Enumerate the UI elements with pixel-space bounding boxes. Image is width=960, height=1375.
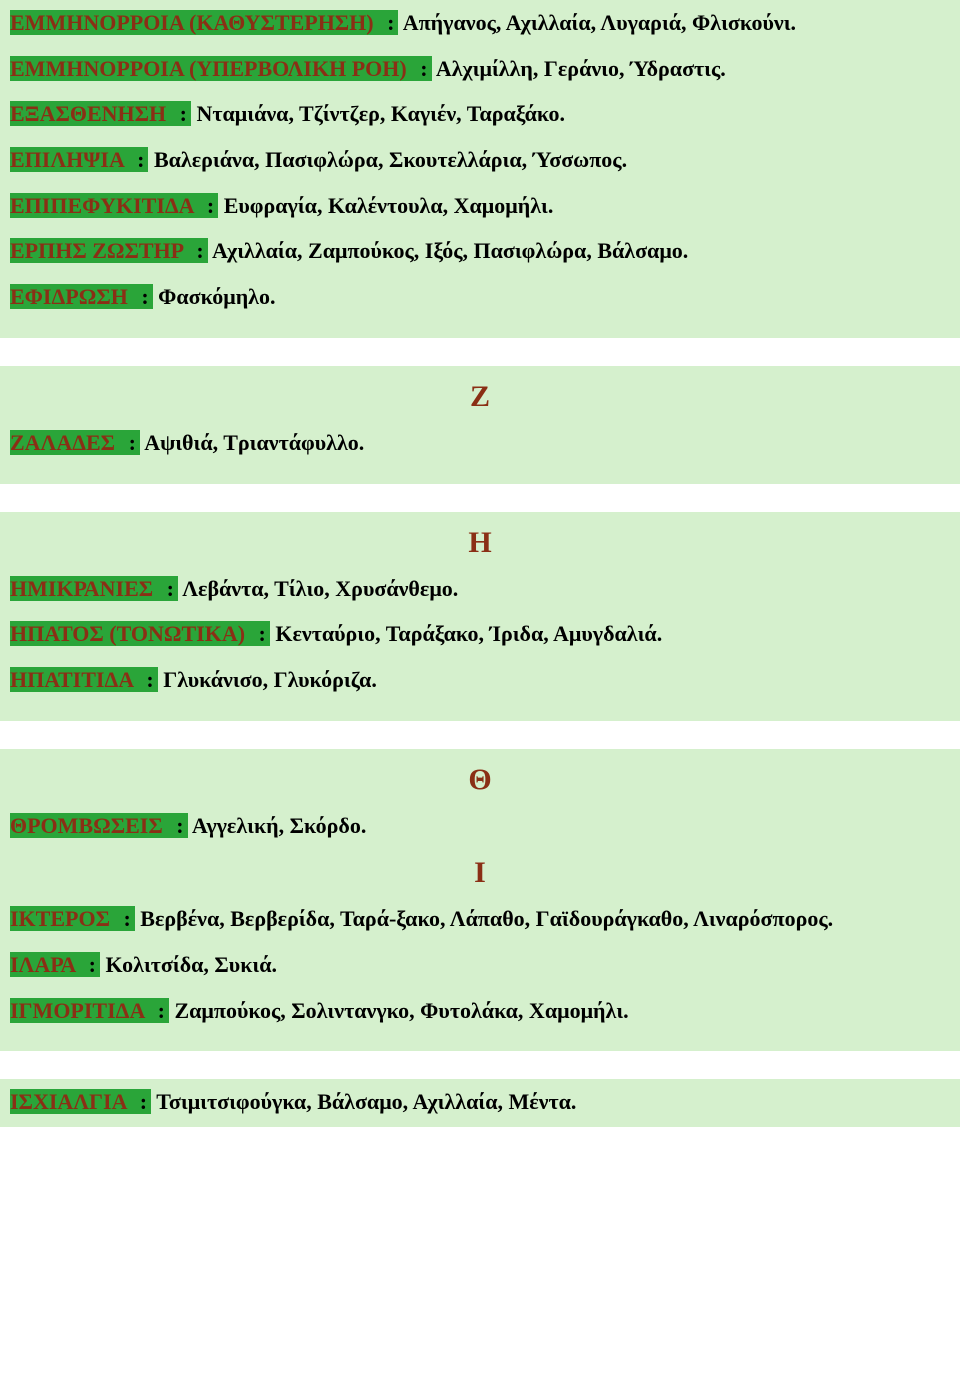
section-heading: Θ	[10, 763, 950, 797]
term-label: ΕΜΜΗΝΟΡΡΟΙΑ (ΚΑΘΥΣΤΕΡΗΣΗ)	[10, 10, 385, 35]
term-desc: Αλχιμίλλη, Γεράνιο, Ύδραστις.	[432, 56, 726, 81]
term-label: ΕΠΙΛΗΨΙΑ	[10, 147, 135, 172]
colon: :	[87, 952, 100, 977]
term-desc: Κενταύριο, Ταράξακο, Ίριδα, Αμυγδαλιά.	[270, 621, 662, 646]
term-label: ΗΠΑΤΙΤΙΔΑ	[10, 667, 144, 692]
entry: ΕΠΙΛΗΨΙΑ : Βαλεριάνα, Πασιφλώρα, Σκουτελ…	[10, 145, 950, 175]
entry: ΕΦΙΔΡΩΣΗ : Φασκόμηλο.	[10, 282, 950, 312]
term-desc: Νταμιάνα, Τζίντζερ, Καγιέν, Ταραξάκο.	[191, 101, 565, 126]
term-desc: Αχιλλαία, Ζαμπούκος, Ιξός, Πασιφλώρα, Βά…	[208, 238, 689, 263]
term-label: ΕΠΙΠΕΦΥΚΙΤΙΔΑ	[10, 193, 205, 218]
term-label: ΙΚΤΕΡΟΣ	[10, 906, 121, 931]
entry: ΗΠΑΤΟΣ (ΤΟΝΩΤΙΚΑ) : Κενταύριο, Ταράξακο,…	[10, 619, 950, 649]
entry: ΙΓΜΟΡΙΤΙΔΑ : Ζαμπούκος, Σολιντανγκο, Φυτ…	[10, 996, 950, 1026]
entry: ΘΡΟΜΒΩΣΕΙΣ : Αγγελική, Σκόρδο.	[10, 811, 950, 841]
section-h: Η ΗΜΙΚΡΑΝΙΕΣ : Λεβάντα, Τίλιο, Χρυσάνθεμ…	[0, 512, 960, 721]
term-desc: Απήγανος, Αχιλλαία, Λυγαριά, Φλισκούνι.	[398, 10, 796, 35]
term-label: ΗΜΙΚΡΑΝΙΕΣ	[10, 576, 165, 601]
entry: ΕΞΑΣΘΕΝΗΣΗ : Νταμιάνα, Τζίντζερ, Καγιέν,…	[10, 99, 950, 129]
term-label: ΘΡΟΜΒΩΣΕΙΣ	[10, 813, 174, 838]
section-heading: Η	[10, 526, 950, 560]
colon: :	[418, 56, 431, 81]
section-theta-iota: Θ ΘΡΟΜΒΩΣΕΙΣ : Αγγελική, Σκόρδο. Ι ΙΚΤΕΡ…	[0, 749, 960, 1052]
entry: ΙΚΤΕΡΟΣ : Βερβένα, Βερβερίδα, Ταρά-ξακο,…	[10, 904, 950, 934]
term-label: ΙΓΜΟΡΙΤΙΔΑ	[10, 998, 156, 1023]
colon: :	[156, 998, 169, 1023]
section-iota-trailing: ΙΣΧΙΑΛΓΙΑ : Τσιμιτσιφούγκα, Βάλσαμο, Αχι…	[0, 1079, 960, 1127]
term-label: ΕΜΜΗΝΟΡΡΟΙΑ (ΥΠΕΡΒΟΛΙΚΗ ΡΟΗ)	[10, 56, 418, 81]
entry: ΖΑΛΑΔΕΣ : Αψιθιά, Τριαντάφυλλο.	[10, 428, 950, 458]
section-z: Ζ ΖΑΛΑΔΕΣ : Αψιθιά, Τριαντάφυλλο.	[0, 366, 960, 484]
term-desc: Αψιθιά, Τριαντάφυλλο.	[140, 430, 364, 455]
entry: ΕΜΜΗΝΟΡΡΟΙΑ (ΥΠΕΡΒΟΛΙΚΗ ΡΟΗ) : Αλχιμίλλη…	[10, 54, 950, 84]
colon: :	[135, 147, 148, 172]
term-desc: Τσιμιτσιφούγκα, Βάλσαμο, Αχιλλαία, Μέντα…	[151, 1089, 576, 1114]
colon: :	[144, 667, 157, 692]
term-desc: Φασκόμηλο.	[153, 284, 276, 309]
section-heading: Ζ	[10, 380, 950, 414]
term-desc: Ζαμπούκος, Σολιντανγκο, Φυτολάκα, Χαμομή…	[169, 998, 629, 1023]
entry: ΙΣΧΙΑΛΓΙΑ : Τσιμιτσιφούγκα, Βάλσαμο, Αχι…	[10, 1087, 950, 1117]
term-desc: Αγγελική, Σκόρδο.	[188, 813, 367, 838]
entry: ΙΛΑΡΑ : Κολιτσίδα, Συκιά.	[10, 950, 950, 980]
term-desc: Γλυκάνισο, Γλυκόριζα.	[158, 667, 377, 692]
entry: ΗΜΙΚΡΑΝΙΕΣ : Λεβάντα, Τίλιο, Χρυσάνθεμο.	[10, 574, 950, 604]
term-desc: Βερβένα, Βερβερίδα, Ταρά-ξακο, Λάπαθο, Γ…	[135, 906, 833, 931]
entry: ΗΠΑΤΙΤΙΔΑ : Γλυκάνισο, Γλυκόριζα.	[10, 665, 950, 695]
colon: :	[194, 238, 207, 263]
term-label: ΖΑΛΑΔΕΣ	[10, 430, 127, 455]
term-label: ΙΛΑΡΑ	[10, 952, 87, 977]
term-label: ΗΠΑΤΟΣ (ΤΟΝΩΤΙΚΑ)	[10, 621, 257, 646]
section-heading: Ι	[10, 856, 950, 890]
entry: ΕΜΜΗΝΟΡΡΟΙΑ (ΚΑΘΥΣΤΕΡΗΣΗ) : Απήγανος, Αχ…	[10, 8, 950, 38]
colon: :	[165, 576, 178, 601]
term-label: ΕΡΠΗΣ ΖΩΣΤΗΡ	[10, 238, 194, 263]
colon: :	[121, 906, 134, 931]
term-desc: Λεβάντα, Τίλιο, Χρυσάνθεμο.	[178, 576, 458, 601]
term-label: ΕΞΑΣΘΕΝΗΣΗ	[10, 101, 178, 126]
colon: :	[174, 813, 187, 838]
entry: ΕΠΙΠΕΦΥΚΙΤΙΔΑ : Ευφραγία, Καλέντουλα, Χα…	[10, 191, 950, 221]
colon: :	[178, 101, 191, 126]
term-desc: Κολιτσίδα, Συκιά.	[100, 952, 277, 977]
colon: :	[205, 193, 218, 218]
term-label: ΕΦΙΔΡΩΣΗ	[10, 284, 139, 309]
colon: :	[257, 621, 270, 646]
term-desc: Ευφραγία, Καλέντουλα, Χαμομήλι.	[218, 193, 553, 218]
colon: :	[138, 1089, 151, 1114]
colon: :	[127, 430, 140, 455]
section-e: ΕΜΜΗΝΟΡΡΟΙΑ (ΚΑΘΥΣΤΕΡΗΣΗ) : Απήγανος, Αχ…	[0, 0, 960, 338]
colon: :	[385, 10, 398, 35]
colon: :	[139, 284, 152, 309]
term-desc: Βαλεριάνα, Πασιφλώρα, Σκουτελλάρια, Ύσσω…	[148, 147, 627, 172]
term-label: ΙΣΧΙΑΛΓΙΑ	[10, 1089, 138, 1114]
entry: ΕΡΠΗΣ ΖΩΣΤΗΡ : Αχιλλαία, Ζαμπούκος, Ιξός…	[10, 236, 950, 266]
